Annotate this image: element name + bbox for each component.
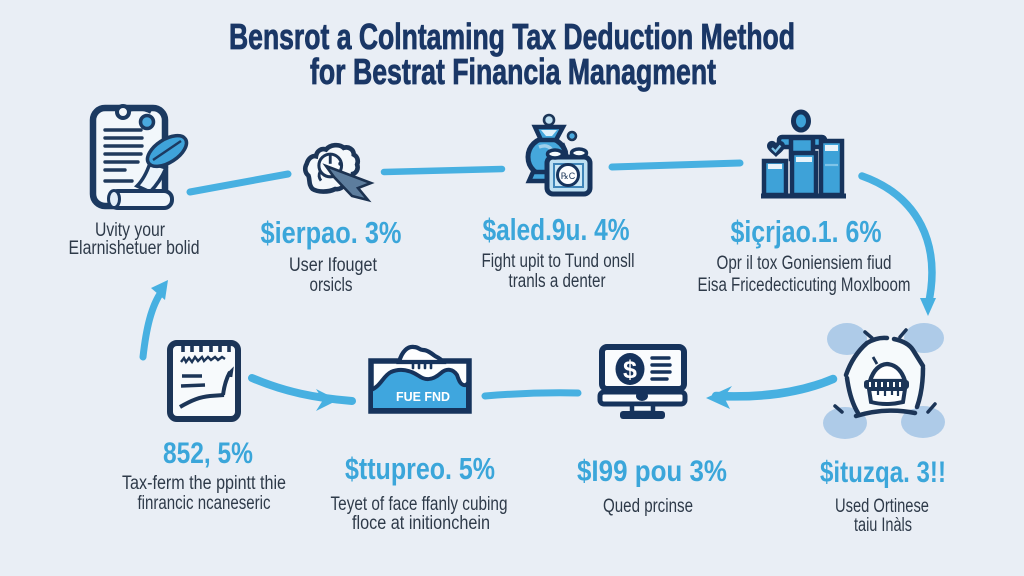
svg-text:$ituzqa. 3!!: $ituzqa. 3!! — [820, 456, 946, 489]
svg-text:Fight upit to Tund onsll: Fight upit to Tund onsll — [482, 251, 635, 272]
svg-text:Eisa Fricedecticuting Moxlboom: Eisa Fricedecticuting Moxlboom — [698, 275, 911, 296]
svg-text:orsicls: orsicls — [310, 275, 353, 296]
svg-text:$: $ — [623, 356, 637, 384]
svg-text:User Ifouget: User Ifouget — [289, 255, 378, 276]
svg-text:Teyet of face ffanly cubing: Teyet of face ffanly cubing — [331, 494, 508, 515]
svg-text:$I99 pou 3%: $I99 pou 3% — [577, 455, 727, 488]
svg-text:$ierpao. 3%: $ierpao. 3% — [261, 215, 402, 250]
svg-text:FUE FND: FUE FND — [396, 389, 450, 404]
svg-text:floce at initionchein: floce at initionchein — [352, 513, 490, 534]
svg-text:Bensrot a Colntaming Tax Deduc: Bensrot a Colntaming Tax Deduction Metho… — [229, 16, 795, 57]
svg-text:$içrjao.1. 6%: $içrjao.1. 6% — [731, 214, 882, 249]
svg-text:Uvity your: Uvity your — [95, 220, 166, 241]
svg-text:Qued prcinse: Qued prcinse — [603, 496, 693, 517]
svg-text:tranls a denter: tranls a denter — [509, 271, 607, 292]
svg-text:$aled.9u. 4%: $aled.9u. 4% — [483, 212, 630, 247]
svg-text:Opr il tox Goniensiem fiud: Opr il tox Goniensiem fiud — [717, 253, 892, 274]
svg-text:852, 5%: 852, 5% — [163, 437, 253, 470]
svg-text:$ttupreo. 5%: $ttupreo. 5% — [345, 451, 495, 486]
svg-text:finrancic ncaneseric: finrancic ncaneseric — [138, 493, 271, 514]
svg-text:Tax-ferm the ppintt thie: Tax-ferm the ppintt thie — [122, 473, 286, 494]
svg-text:℞C: ℞C — [561, 171, 576, 181]
svg-text:Used Ortinese: Used Ortinese — [835, 496, 929, 517]
svg-text:Elarnishetuer bolid: Elarnishetuer bolid — [69, 238, 200, 259]
svg-text:for Bestrat Financia Managment: for Bestrat Financia Managment — [310, 51, 716, 92]
svg-text:taiu Inàls: taiu Inàls — [854, 515, 912, 536]
